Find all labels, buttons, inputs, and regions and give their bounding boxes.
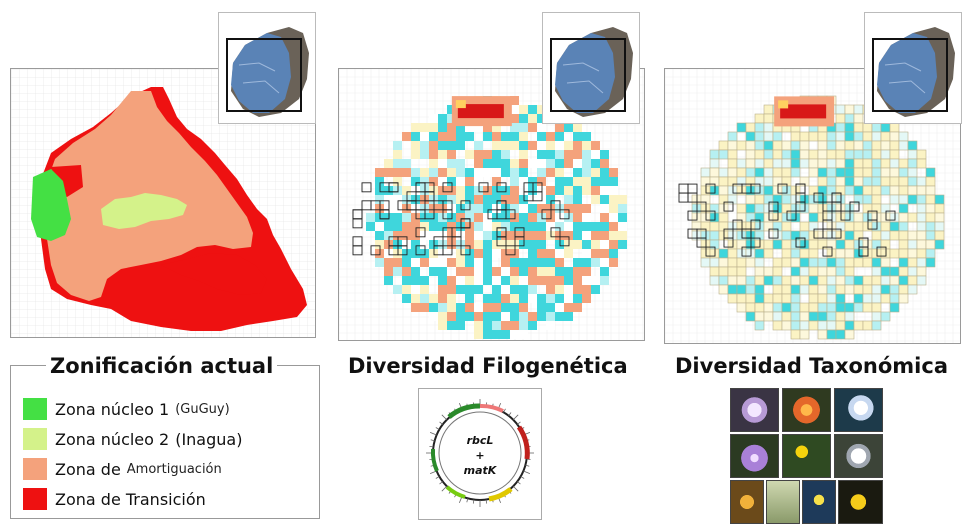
zona-nucleo-1-area (31, 169, 71, 241)
legend-swatch (23, 488, 47, 510)
zonification-legend: Zona núcleo 1 (GuGuy) Zona núcleo 2 (Ina… (10, 365, 320, 519)
legend-label: Zona núcleo 2 (55, 429, 170, 449)
zonification-title: Zonificación actual (46, 354, 278, 378)
legend-item-amortiguacion: Zona de Amortiguación (23, 456, 222, 482)
chloroplast-genome-diagram: rbcL + matK (418, 388, 542, 520)
marker-matk: matK (463, 464, 497, 477)
flower-photo (782, 434, 831, 478)
legend-label: Zona núcleo 1 (55, 399, 170, 419)
legend-item-transicion: Zona de Transición (23, 486, 206, 512)
zona-nucleo-2-area (101, 193, 187, 229)
zonification-map (11, 69, 315, 337)
flower-photo (834, 388, 883, 432)
legend-item-nucleo-2: Zona núcleo 2 (Inagua) (23, 426, 242, 452)
taxonomic-title: Diversidad Taxonómica (675, 354, 948, 378)
island-inset-map-3 (864, 12, 962, 124)
flower-photo (802, 480, 836, 524)
flower-photo (730, 480, 764, 524)
legend-sublabel: (GuGuy) (175, 401, 230, 417)
legend-label: Zona de Transición (55, 489, 206, 509)
island-inset-map-2 (542, 12, 640, 124)
flower-photo (730, 388, 779, 432)
flower-photo (838, 480, 883, 524)
flower-photo (782, 388, 831, 432)
legend-label: Zona de (55, 459, 121, 479)
flower-photo (834, 434, 883, 478)
legend-swatch (23, 458, 47, 480)
legend-sublabel: (Inagua) (175, 429, 243, 449)
phylogenetic-diversity-map (339, 69, 644, 340)
phylogenetic-title: Diversidad Filogenética (348, 354, 628, 378)
taxonomic-diversity-map (665, 69, 960, 343)
flower-photo (730, 434, 779, 478)
taxonomic-diversity-panel (664, 68, 961, 344)
legend-sublabel: Amortiguación (126, 461, 222, 477)
phylogenetic-diversity-panel (338, 68, 645, 341)
legend-item-nucleo-1: Zona núcleo 1 (GuGuy) (23, 396, 230, 422)
flower-photo (766, 480, 800, 524)
marker-plus: + (475, 449, 485, 462)
island-inset-map-1 (218, 12, 316, 124)
legend-swatch (23, 428, 47, 450)
marker-rbcl: rbcL (466, 434, 494, 447)
legend-swatch (23, 398, 47, 420)
